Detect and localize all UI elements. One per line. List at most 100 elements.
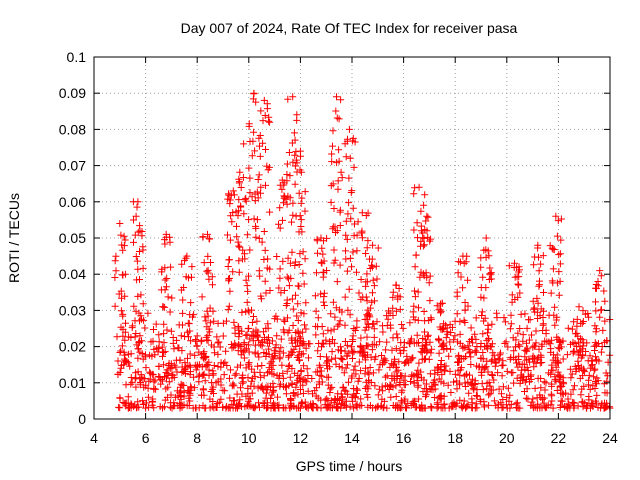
data-point [374, 244, 382, 252]
data-point [342, 387, 350, 395]
data-point [591, 322, 599, 330]
data-point [453, 385, 461, 393]
data-point [236, 168, 244, 176]
data-point [424, 213, 432, 221]
data-point [301, 188, 309, 196]
data-point [208, 273, 216, 281]
data-point [511, 259, 518, 267]
data-point [486, 390, 494, 398]
data-point [363, 244, 371, 252]
data-point [164, 293, 172, 301]
data-point [537, 384, 545, 392]
data-point [472, 392, 480, 399]
x-tick-label: 20 [499, 430, 515, 446]
data-point [328, 348, 336, 356]
data-point [278, 185, 286, 193]
data-point [540, 378, 548, 386]
data-point [202, 362, 210, 370]
data-point [368, 255, 376, 263]
data-point [547, 289, 555, 297]
data-point [521, 388, 528, 395]
data-point [453, 288, 461, 296]
data-point [257, 183, 265, 191]
data-point [256, 152, 264, 160]
data-point [488, 370, 496, 378]
data-point [297, 386, 304, 393]
data-point [249, 374, 257, 382]
data-point [283, 171, 291, 178]
data-point [365, 323, 373, 331]
data-point [397, 339, 405, 347]
data-point [537, 260, 545, 268]
data-point [480, 294, 488, 302]
data-point [388, 346, 396, 354]
data-point [417, 404, 425, 412]
data-point [593, 325, 600, 333]
data-point [352, 370, 360, 378]
data-point [334, 185, 342, 193]
data-point [266, 287, 274, 294]
data-point [320, 340, 328, 348]
data-point [508, 291, 516, 299]
data-point [512, 343, 519, 351]
data-point [191, 351, 199, 359]
data-point [461, 299, 469, 306]
data-point [498, 390, 505, 398]
data-point [411, 287, 418, 295]
data-point [195, 348, 203, 356]
data-point [336, 222, 344, 229]
data-point [226, 394, 234, 402]
data-point [435, 375, 443, 383]
data-point [487, 386, 495, 394]
data-point [601, 404, 608, 412]
data-point [464, 276, 472, 284]
data-point [343, 341, 351, 349]
data-point [317, 234, 325, 242]
data-point [601, 338, 609, 346]
data-point [322, 403, 330, 411]
data-point [414, 234, 421, 242]
data-point [362, 364, 369, 372]
data-point [523, 324, 531, 332]
data-point [274, 393, 281, 401]
data-point [447, 329, 455, 336]
data-point [173, 368, 181, 376]
data-point [255, 234, 263, 242]
data-point [601, 389, 609, 397]
data-point [380, 403, 388, 411]
data-point [370, 282, 378, 290]
data-point [472, 314, 480, 322]
data-point [224, 306, 232, 314]
data-point [349, 393, 357, 401]
data-point [230, 318, 238, 326]
data-point [530, 358, 538, 366]
data-point [479, 330, 487, 338]
data-point [554, 359, 562, 367]
data-point [350, 385, 358, 392]
data-point [514, 404, 522, 412]
data-point [342, 364, 350, 372]
data-point [226, 287, 234, 295]
data-point [437, 357, 445, 364]
data-point [554, 344, 562, 352]
data-point [233, 222, 240, 230]
data-point [566, 365, 574, 373]
data-point [456, 371, 464, 379]
data-point [269, 386, 277, 394]
data-point [289, 349, 297, 357]
data-point [440, 320, 448, 328]
data-point [262, 181, 269, 189]
data-point [418, 342, 426, 350]
data-point [348, 347, 356, 355]
data-point [570, 318, 578, 326]
data-point [283, 367, 291, 375]
data-point [344, 135, 351, 143]
data-point [415, 183, 423, 191]
data-point [571, 362, 579, 370]
data-point [280, 181, 288, 189]
data-point [481, 342, 489, 350]
data-point [235, 341, 242, 349]
data-point [362, 250, 370, 257]
data-point [481, 403, 488, 411]
data-point [332, 304, 340, 312]
